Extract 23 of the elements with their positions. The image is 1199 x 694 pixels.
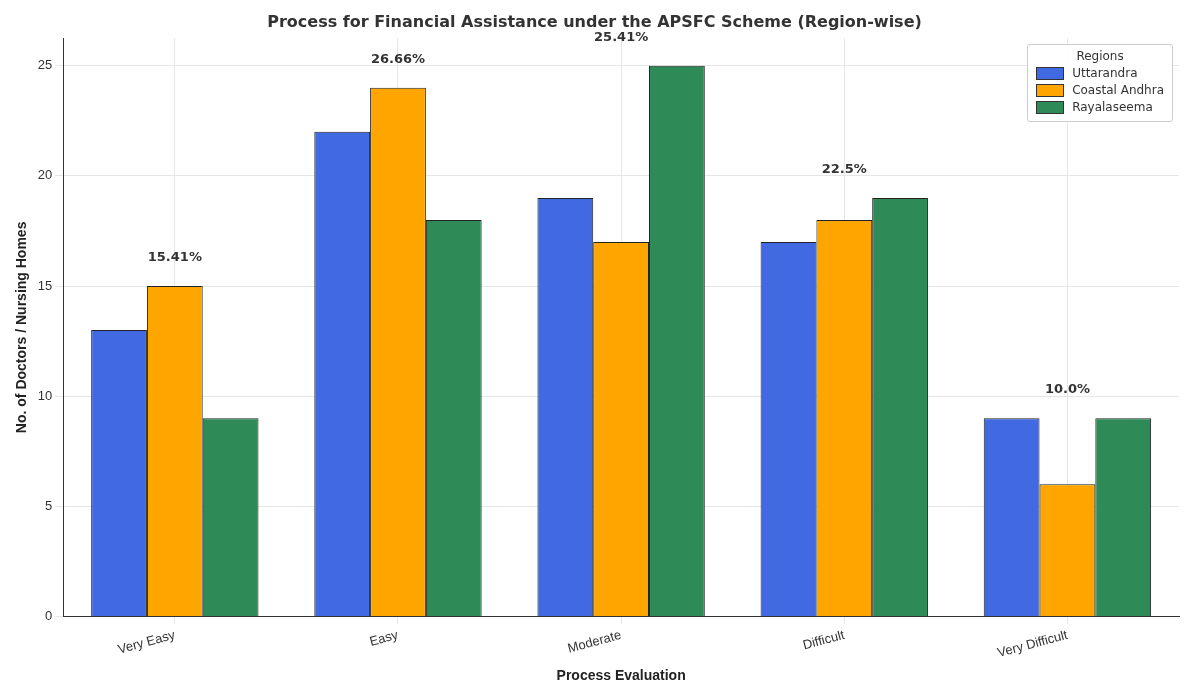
annotation: 26.66% [370, 50, 426, 66]
y-axis-title: No. of Doctors / Nursing Homes [13, 221, 30, 434]
y-tick-label: 0 [45, 608, 53, 624]
x-tick-label: Very Easy [116, 626, 178, 657]
x-axis-title: Process Evaluation [556, 667, 686, 684]
legend-label: Uttarandra [1072, 66, 1138, 81]
annotation: 25.41% [594, 28, 649, 44]
annotation: 10.0% [1044, 381, 1090, 397]
chart-title: Process for Financial Assistance under the APSFC Scheme (Region-wise) [267, 11, 922, 31]
annotation: 15.41% [147, 248, 202, 264]
legend-label: Coastal Andhra [1072, 83, 1164, 98]
x-tick-label: Difficult [801, 626, 847, 653]
x-tick-label: Moderate [565, 626, 623, 656]
legend-title: Regions [1075, 49, 1125, 64]
y-tick-label: 25 [37, 57, 53, 73]
legend-label: Rayalaseema [1072, 100, 1153, 115]
y-tick-label: 10 [37, 387, 53, 403]
annotation: 22.5% [821, 160, 867, 176]
x-tick-label: Very Difficult [995, 626, 1070, 661]
x-tick-label: Easy [367, 626, 401, 649]
y-tick-label: 20 [37, 167, 53, 183]
y-tick-label: 15 [37, 277, 53, 293]
y-tick-label: 5 [45, 497, 53, 513]
